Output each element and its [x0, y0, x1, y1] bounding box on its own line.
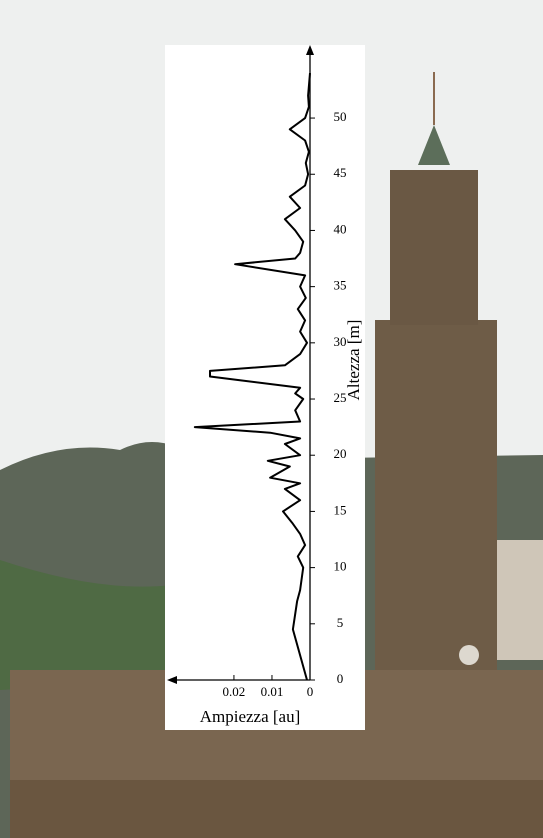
x-tick-label: 0.02: [223, 684, 246, 699]
y-tick-label: 45: [334, 165, 347, 180]
y-tick-label: 5: [337, 615, 344, 630]
y-tick-label: 0: [337, 671, 344, 686]
tower-top: [390, 170, 478, 325]
clock: [459, 645, 479, 665]
y-tick-label: 40: [334, 221, 347, 236]
y-tick-label: 35: [334, 278, 347, 293]
y-axis-label: Altezza [m]: [344, 320, 363, 401]
y-tick-label: 15: [334, 502, 347, 517]
y-tick-label: 25: [334, 390, 347, 405]
palace-base: [10, 780, 543, 838]
y-tick-label: 30: [334, 334, 347, 349]
y-tick-label: 20: [334, 446, 347, 461]
screenshot: Ampiezza [au] Altezza [m] 0 5 10 15 20 25 30 35…: [0, 0, 543, 838]
x-axis-label: Ampiezza [au]: [200, 707, 301, 726]
y-tick-label: 10: [334, 559, 347, 574]
chart-panel: [165, 45, 365, 730]
house: [490, 540, 543, 660]
x-tick-label: 0: [307, 684, 314, 699]
y-tick-label: 50: [334, 109, 347, 124]
x-tick-label: 0.01: [261, 684, 284, 699]
